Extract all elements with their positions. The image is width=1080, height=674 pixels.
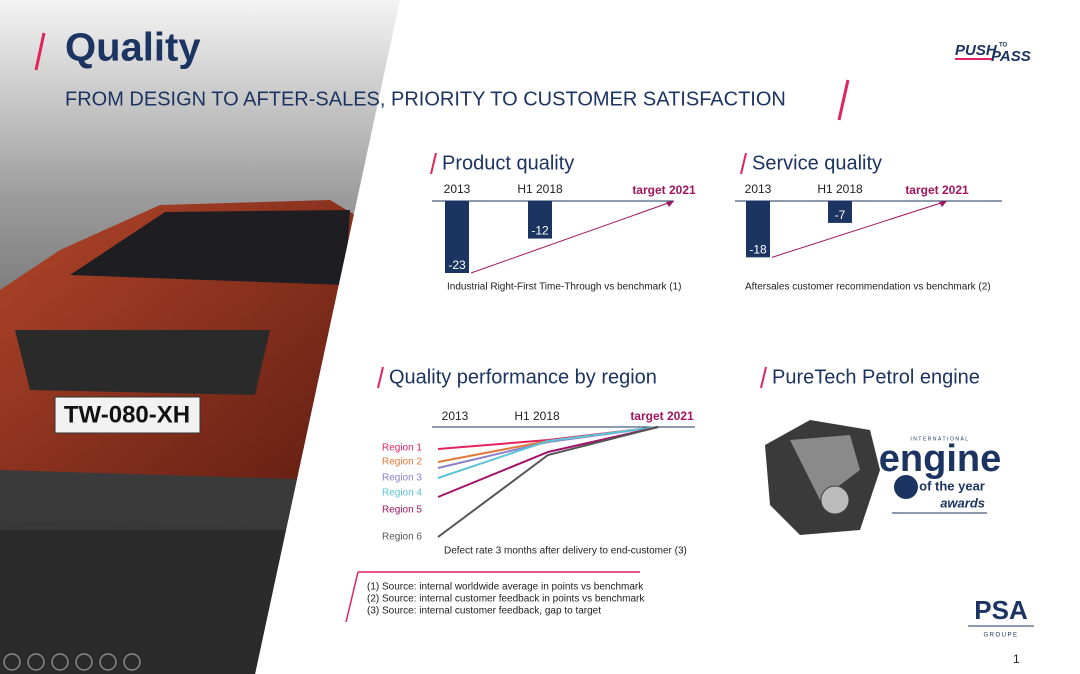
footnote: (1) Source: internal worldwide average i… — [367, 582, 644, 593]
logo-text: TO — [999, 43, 1008, 49]
legend-label: Region 2 — [382, 457, 422, 468]
target-label: target 2021 — [905, 183, 969, 197]
chart-caption: Industrial Right-First Time-Through vs b… — [447, 282, 682, 293]
legend-label: Region 6 — [382, 532, 422, 543]
engine-image — [765, 420, 880, 535]
award-text: INTERNATIONAL — [910, 436, 969, 442]
award-text: awards — [940, 495, 985, 510]
footnote: (2) Source: internal customer feedback i… — [367, 594, 645, 605]
bar — [746, 201, 770, 258]
bar — [828, 201, 852, 223]
push-to-pass-logo: PUSH TO PASS — [955, 42, 1031, 65]
logo-text: PUSH — [955, 42, 998, 59]
legend-label: Region 4 — [382, 488, 422, 499]
logo-text: GROUPE — [983, 633, 1018, 639]
region-line — [437, 426, 659, 538]
section-title: Quality performance by region — [389, 366, 657, 388]
page-number: 1 — [1013, 652, 1020, 666]
value-label: -12 — [531, 224, 549, 238]
region-line — [437, 426, 659, 469]
section-title: Product quality — [442, 152, 574, 174]
award-text: of the year — [919, 478, 985, 493]
chart-caption: Aftersales customer recommendation vs be… — [745, 282, 991, 293]
svg-text:TW-080-XH: TW-080-XH — [64, 401, 190, 428]
bar — [445, 201, 469, 273]
arrow-head — [666, 201, 674, 207]
target-arrow — [771, 200, 948, 258]
category-label: 2013 — [745, 182, 772, 196]
value-label: -7 — [835, 208, 846, 222]
region-line — [437, 426, 659, 479]
legend-label: Region 3 — [382, 473, 422, 484]
award-text: engine — [879, 438, 1001, 480]
subtitle: FROM DESIGN TO AFTER-SALES, PRIORITY TO … — [65, 88, 786, 110]
category-label: H1 2018 — [514, 409, 560, 423]
logo-text: PASS — [991, 48, 1031, 65]
category-label: 2013 — [442, 409, 469, 423]
region-line — [437, 426, 659, 498]
category-label: H1 2018 — [517, 182, 563, 196]
section-title: PureTech Petrol engine — [772, 366, 980, 388]
slideshow-controls[interactable] — [3, 653, 141, 671]
target-arrow — [470, 200, 675, 274]
section-title: Service quality — [752, 152, 882, 174]
legend-label: Region 5 — [382, 505, 422, 516]
category-label: target 2021 — [630, 409, 694, 423]
category-label: 2013 — [444, 182, 471, 196]
target-label: target 2021 — [632, 183, 696, 197]
bar — [528, 201, 552, 239]
category-label: H1 2018 — [817, 182, 863, 196]
psa-logo: PSA GROUPE — [968, 595, 1034, 639]
logo-text: PSA — [974, 595, 1028, 625]
engine-award: INTERNATIONAL engine of the year awards — [879, 436, 1001, 514]
value-label: -23 — [448, 258, 466, 272]
title: Quality — [65, 26, 201, 70]
value-label: -18 — [749, 243, 767, 257]
arrow-head — [939, 201, 947, 207]
footnote: (3) Source: internal customer feedback, … — [367, 606, 601, 617]
legend-label: Region 1 — [382, 443, 422, 454]
chart-caption: Defect rate 3 months after delivery to e… — [444, 546, 687, 557]
